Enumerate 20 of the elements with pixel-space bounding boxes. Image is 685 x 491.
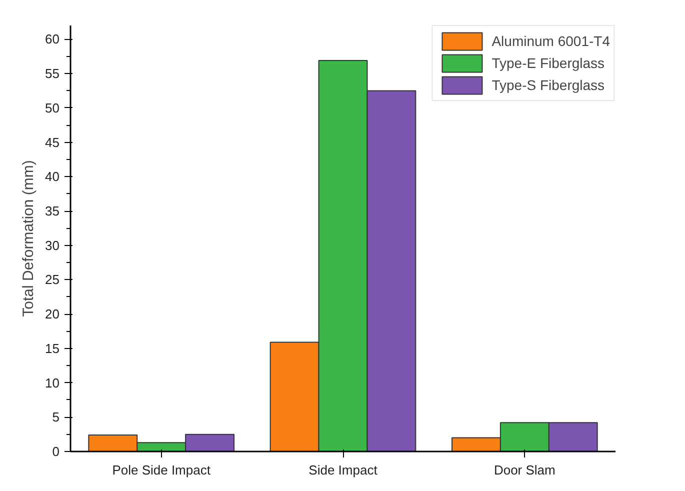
- legend-label: Aluminum 6001-T4: [492, 33, 610, 49]
- y-tick-label: 60: [45, 32, 60, 47]
- x-tick-label: Door Slam: [494, 462, 556, 478]
- y-tick-label: 15: [45, 340, 60, 356]
- y-axis-title: Total Deformation (mm): [20, 160, 38, 317]
- legend-label: Type-S Fiberglass: [492, 77, 605, 93]
- x-tick-label: Pole Side Impact: [112, 462, 211, 478]
- y-tick-label: 50: [45, 100, 60, 116]
- y-tick-label: 5: [52, 410, 60, 425]
- y-tick-label: 10: [45, 375, 60, 390]
- y-tick-label: 0: [52, 444, 60, 459]
- y-tick-label: 45: [45, 134, 60, 150]
- y-tick-label: 30: [45, 238, 60, 253]
- y-tick-label: 55: [45, 66, 60, 82]
- y-tick-label: 25: [45, 272, 60, 288]
- legend-label: Type-E Fiberglass: [492, 55, 605, 71]
- y-tick-label: 35: [45, 204, 60, 219]
- y-tick-label: 40: [45, 169, 60, 184]
- x-tick-label: Side Impact: [308, 462, 378, 478]
- y-tick-label: 20: [45, 306, 60, 322]
